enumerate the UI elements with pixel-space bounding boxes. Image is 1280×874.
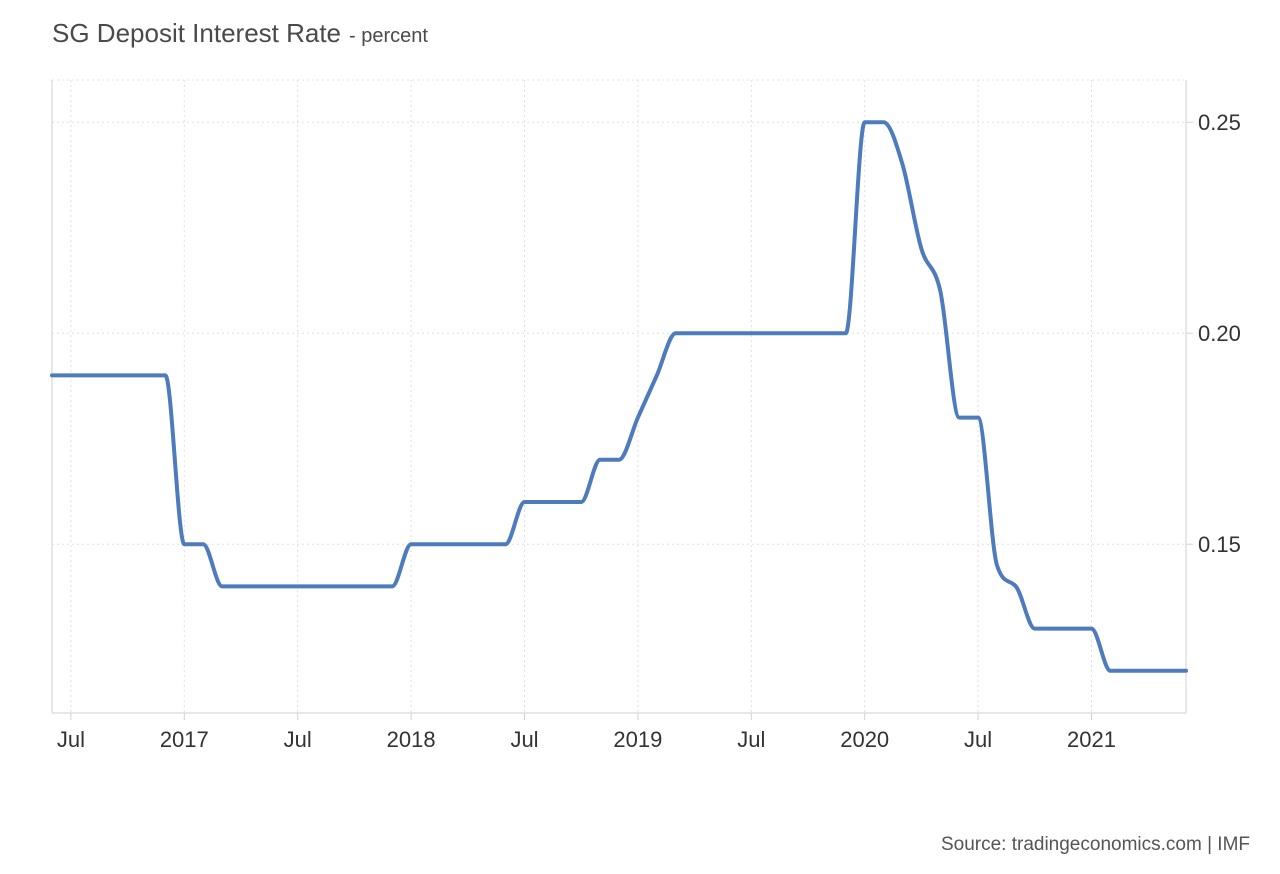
x-axis-label: 2019: [613, 727, 662, 752]
x-axis-label: 2017: [160, 727, 209, 752]
x-axis-label: Jul: [57, 727, 85, 752]
y-axis-label: 0.15: [1198, 532, 1241, 557]
y-axis-label: 0.20: [1198, 321, 1241, 346]
x-axis-label: Jul: [964, 727, 992, 752]
chart-subtitle: - percent: [349, 25, 428, 47]
x-axis-label: Jul: [737, 727, 765, 752]
chart-header: SG Deposit Interest Rate - percent: [52, 18, 428, 49]
x-axis-label: 2021: [1067, 727, 1116, 752]
chart-title: SG Deposit Interest Rate: [52, 18, 342, 48]
series-line[interactable]: [50, 120, 1188, 673]
x-axis-label: 2020: [840, 727, 889, 752]
source-attribution: Source: tradingeconomics.com | IMF: [940, 834, 1250, 855]
y-axis-label: 0.25: [1198, 110, 1241, 135]
x-axis-label: Jul: [510, 727, 538, 752]
x-axis-label: Jul: [284, 727, 312, 752]
x-axis-label: 2018: [387, 727, 436, 752]
deposit-rate-line-chart[interactable]: Jul 2017 Jul 2018 Jul 2019 Jul 2020 Jul 2021 0.15 0…: [0, 0, 1280, 790]
